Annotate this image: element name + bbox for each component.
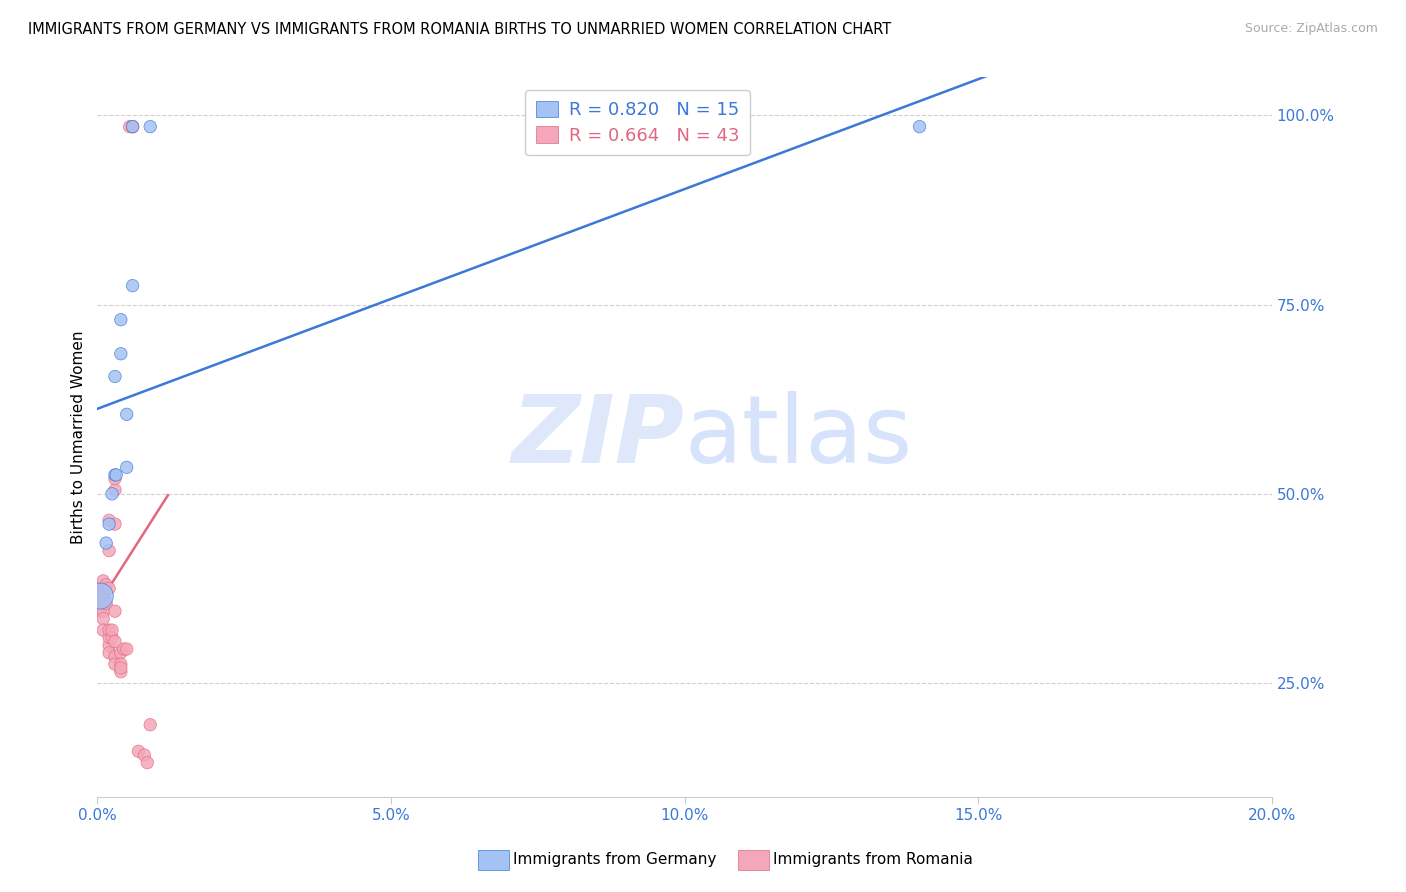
Point	[115, 460, 138, 475]
Point	[110, 646, 132, 660]
Point	[98, 582, 121, 596]
Point	[91, 604, 114, 618]
Point	[139, 120, 162, 134]
Point	[98, 623, 121, 637]
Point	[89, 597, 111, 611]
Point	[101, 623, 124, 637]
Point	[121, 120, 143, 134]
Point	[110, 347, 132, 361]
Point	[134, 747, 156, 762]
Point	[104, 483, 127, 497]
Text: atlas: atlas	[685, 391, 912, 483]
Legend: R = 0.820   N = 15, R = 0.664   N = 43: R = 0.820 N = 15, R = 0.664 N = 43	[526, 90, 749, 155]
Point	[110, 657, 132, 672]
Point	[139, 718, 162, 732]
Point	[91, 623, 114, 637]
Point	[115, 408, 138, 422]
Point	[110, 312, 132, 326]
Point	[96, 536, 118, 550]
Point	[96, 577, 118, 591]
Point	[101, 631, 124, 645]
Point	[104, 369, 127, 384]
Point	[89, 589, 111, 603]
Text: Immigrants from Germany: Immigrants from Germany	[513, 853, 717, 867]
Point	[105, 467, 128, 482]
Point	[121, 120, 143, 134]
Point	[118, 120, 141, 134]
Point	[93, 582, 115, 596]
Point	[89, 604, 111, 618]
Point	[91, 612, 114, 626]
Point	[91, 582, 114, 596]
Point	[136, 756, 159, 770]
Y-axis label: Births to Unmarried Women: Births to Unmarried Women	[72, 330, 86, 544]
Point	[101, 487, 124, 501]
Point	[104, 604, 127, 618]
Point	[127, 744, 149, 758]
Point	[89, 582, 111, 596]
Point	[91, 574, 114, 588]
Point	[98, 646, 121, 660]
Point	[121, 120, 143, 134]
Point	[121, 120, 143, 134]
Point	[104, 649, 127, 664]
Point	[104, 634, 127, 648]
Point	[908, 120, 931, 134]
Point	[104, 467, 127, 482]
Text: Immigrants from Romania: Immigrants from Romania	[773, 853, 973, 867]
Point	[91, 589, 114, 603]
Point	[112, 642, 135, 657]
Point	[110, 661, 132, 675]
Text: Source: ZipAtlas.com: Source: ZipAtlas.com	[1244, 22, 1378, 36]
Point	[98, 517, 121, 532]
Text: IMMIGRANTS FROM GERMANY VS IMMIGRANTS FROM ROMANIA BIRTHS TO UNMARRIED WOMEN COR: IMMIGRANTS FROM GERMANY VS IMMIGRANTS FR…	[28, 22, 891, 37]
Point	[98, 543, 121, 558]
Point	[104, 472, 127, 486]
Point	[115, 642, 138, 657]
Text: ZIP: ZIP	[512, 391, 685, 483]
Point	[98, 631, 121, 645]
Point	[121, 278, 143, 293]
Point	[98, 513, 121, 527]
Point	[93, 592, 115, 607]
Point	[110, 665, 132, 679]
Point	[98, 638, 121, 652]
Point	[104, 657, 127, 672]
Point	[96, 597, 118, 611]
Point	[104, 517, 127, 532]
